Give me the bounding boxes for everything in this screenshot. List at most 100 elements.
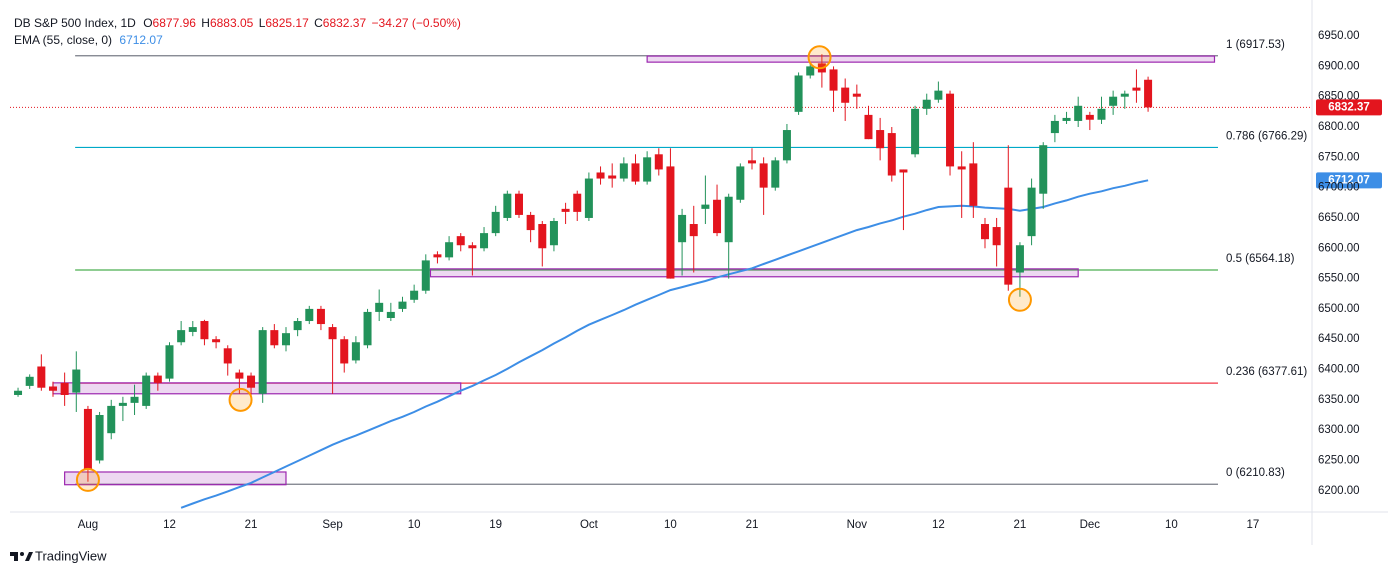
candle-body bbox=[223, 348, 232, 364]
candle-body bbox=[1027, 187, 1036, 237]
candle-body bbox=[398, 301, 407, 309]
candle-body bbox=[153, 375, 162, 383]
candle-body bbox=[235, 372, 244, 379]
candle-body bbox=[1039, 145, 1048, 194]
candle-body bbox=[95, 414, 104, 461]
x-tick-label: 10 bbox=[664, 519, 677, 531]
brand-name: TradingView bbox=[35, 548, 107, 563]
candle-body bbox=[165, 345, 174, 379]
candle-body bbox=[258, 330, 267, 394]
close-label: C bbox=[314, 16, 323, 30]
candle-body bbox=[654, 154, 663, 170]
candle-body bbox=[992, 227, 1001, 246]
candle-body bbox=[60, 382, 69, 395]
marker bbox=[75, 467, 100, 492]
candle-body bbox=[980, 224, 989, 240]
ema-legend: EMA (55, close, 0) 6712.07 bbox=[14, 33, 163, 47]
zone bbox=[52, 382, 462, 395]
y-tick-label: 6800.00 bbox=[1318, 121, 1360, 133]
candle-body bbox=[177, 330, 186, 343]
candle-body bbox=[689, 224, 698, 237]
y-tick-label: 6250.00 bbox=[1318, 454, 1360, 466]
candle-body bbox=[1144, 79, 1153, 108]
candle-body bbox=[549, 220, 558, 246]
header: DB S&P 500 Index, 1D O6877.96 H6883.05 L… bbox=[14, 16, 461, 30]
candle-body bbox=[619, 163, 628, 179]
y-tick-label: 6550.00 bbox=[1318, 273, 1360, 285]
candle-body bbox=[596, 172, 605, 179]
candle-body bbox=[118, 402, 127, 406]
candle-body bbox=[643, 157, 652, 182]
high-label: H bbox=[201, 16, 210, 30]
candle-body bbox=[1085, 114, 1094, 120]
x-tick-label: 21 bbox=[1014, 519, 1027, 531]
y-tick-label: 6650.00 bbox=[1318, 212, 1360, 224]
candle-body bbox=[445, 242, 454, 258]
candle-body bbox=[1050, 120, 1059, 134]
candle-body bbox=[736, 166, 745, 200]
candle-body bbox=[83, 408, 92, 470]
x-tick-label: 21 bbox=[245, 519, 258, 531]
x-tick-label: 10 bbox=[408, 519, 421, 531]
y-tick-label: 6450.00 bbox=[1318, 333, 1360, 345]
candle-body bbox=[782, 130, 791, 161]
candle-body bbox=[631, 163, 640, 182]
candle-body bbox=[1015, 245, 1024, 273]
candle-body bbox=[1097, 108, 1106, 120]
candle-body bbox=[410, 290, 419, 300]
ema-line bbox=[180, 179, 1149, 509]
candle-body bbox=[584, 178, 593, 218]
candle-body bbox=[794, 75, 803, 112]
candle-body bbox=[386, 311, 395, 318]
zone bbox=[64, 471, 287, 486]
y-tick-label: 6850.00 bbox=[1318, 91, 1360, 103]
candle-body bbox=[456, 236, 465, 246]
x-tick-label: 12 bbox=[932, 519, 945, 531]
candle-body bbox=[1004, 187, 1013, 285]
open-value: 6877.96 bbox=[153, 16, 197, 30]
y-tick-label: 6350.00 bbox=[1318, 394, 1360, 406]
candle-body bbox=[1120, 93, 1129, 97]
y-tick-label: 6700.00 bbox=[1318, 182, 1360, 194]
candle-body bbox=[351, 342, 360, 361]
candle-body bbox=[946, 93, 955, 167]
candle-body bbox=[1062, 117, 1071, 121]
candle-body bbox=[1074, 105, 1083, 121]
candle-body bbox=[305, 308, 314, 322]
candle-body bbox=[573, 193, 582, 212]
candle-body bbox=[724, 196, 733, 243]
plot-area bbox=[10, 45, 1312, 509]
close-value: 6832.37 bbox=[323, 16, 367, 30]
candle-body bbox=[1132, 87, 1141, 91]
candle-body bbox=[212, 339, 221, 343]
candle-body bbox=[375, 302, 384, 312]
candle-body bbox=[526, 214, 535, 231]
marker bbox=[807, 45, 832, 70]
x-tick-label: 19 bbox=[489, 519, 502, 531]
y-tick-label: 6750.00 bbox=[1318, 151, 1360, 163]
candle-body bbox=[328, 327, 337, 340]
candle-body bbox=[48, 386, 57, 391]
y-tick-label: 6300.00 bbox=[1318, 424, 1360, 436]
zone bbox=[646, 55, 1216, 63]
candle-body bbox=[340, 339, 349, 364]
low-value: 6825.17 bbox=[265, 16, 309, 30]
candle-body bbox=[421, 260, 430, 291]
low-label: L bbox=[259, 16, 266, 30]
fib-label: 0.5 (6564.18) bbox=[1226, 253, 1295, 265]
candle-body bbox=[887, 133, 896, 176]
y-tick-label: 6900.00 bbox=[1318, 60, 1360, 72]
candle-body bbox=[899, 169, 908, 173]
candle-body bbox=[759, 163, 768, 188]
candle-body bbox=[852, 93, 861, 97]
marker bbox=[228, 387, 253, 412]
candle-body bbox=[316, 308, 325, 325]
candle-body bbox=[468, 245, 477, 249]
candle-body bbox=[503, 193, 512, 218]
candle-body bbox=[922, 99, 931, 109]
candle-body bbox=[864, 114, 873, 140]
candle-body bbox=[293, 321, 302, 331]
x-tick-label: Nov bbox=[847, 519, 868, 531]
